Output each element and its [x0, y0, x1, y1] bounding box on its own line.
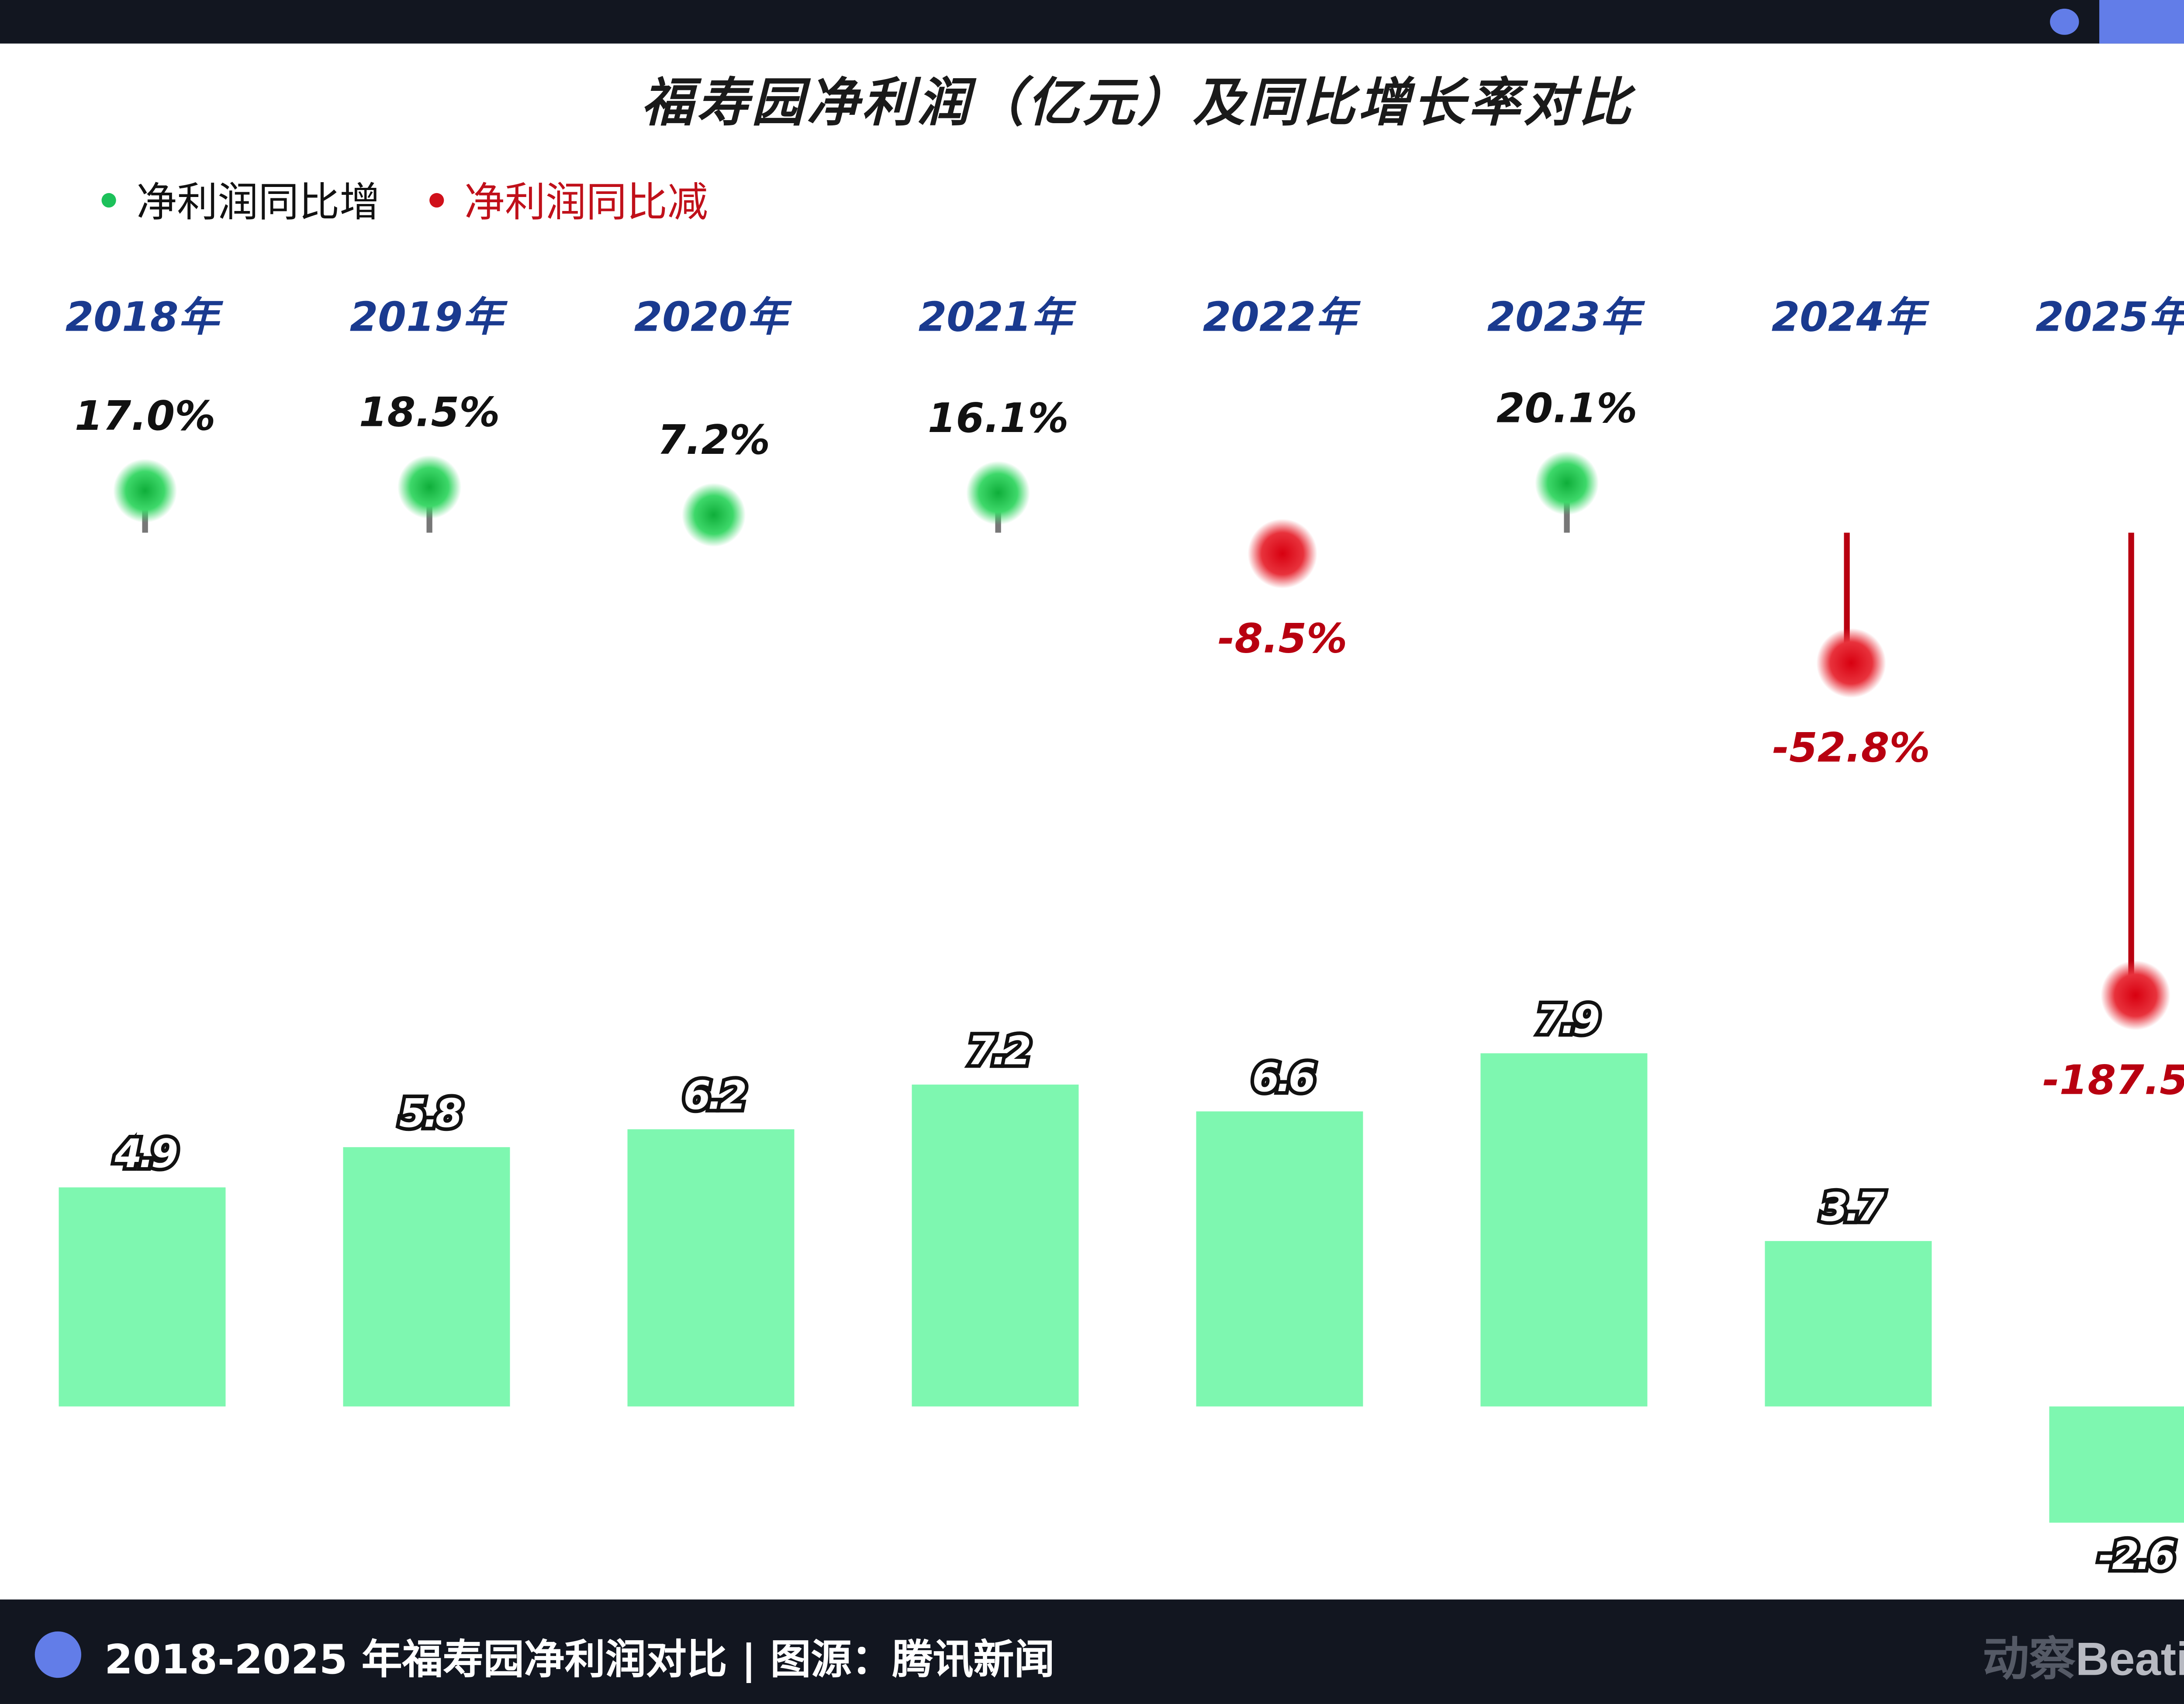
lollipop-dot [397, 455, 462, 519]
year-label: 2024年 [1772, 294, 1930, 341]
footer-bar: 2018-2025 年福寿园净利润对比 | 图源：腾讯新闻 动察Beating [0, 1599, 2184, 1704]
percent-label: 18.5% [359, 388, 500, 436]
brand-logo: 动察Beating [1983, 1623, 2184, 1690]
year-label: 2021年 [919, 294, 1077, 341]
year-label: 2018年 [66, 294, 224, 341]
dot-icon [2050, 8, 2079, 35]
legend-label: 净利润同比增 [136, 178, 380, 227]
bar [1765, 1241, 1932, 1407]
bar [1480, 1053, 1648, 1407]
year-label: 2023年 [1487, 294, 1645, 341]
bar [627, 1129, 795, 1407]
legend-label: 净利润同比减 [464, 178, 708, 227]
bar-value-label: 7.2 [968, 1028, 1030, 1074]
bar [59, 1187, 226, 1407]
bar-value-label: 6.2 [684, 1073, 745, 1119]
percent-label: 20.1% [1496, 384, 1638, 432]
bar [912, 1084, 1079, 1407]
bar [343, 1147, 510, 1407]
year-label: 2020年 [634, 294, 792, 341]
bar [1196, 1111, 1363, 1407]
red-dot-icon [429, 193, 444, 208]
legend-item-increase: 净利润同比增 [101, 171, 380, 229]
lollipop-dot [1816, 628, 1886, 698]
percent-label: 7.2% [657, 416, 770, 463]
bar-value-label: 7.9 [1537, 997, 1599, 1043]
top-bar [0, 0, 2184, 44]
logo-cn: 动察 [1983, 1633, 2076, 1685]
chart-title: 福寿园净利润（亿元）及同比增长率对比 [641, 74, 1634, 134]
logo-en: Beating [2075, 1633, 2184, 1685]
percent-label: -8.5% [1218, 615, 1347, 662]
legend-item-decrease: 净利润同比减 [429, 171, 708, 229]
percent-label: -187.5% [2042, 1057, 2184, 1104]
footer-caption: 2018-2025 年福寿园净利润对比 | 图源：腾讯新闻 [104, 1635, 1055, 1684]
green-dot-icon [101, 193, 116, 208]
percent-label: -52.8% [1773, 724, 1930, 771]
bar-value-label: 4.9 [114, 1131, 177, 1177]
accent-block [2099, 0, 2184, 44]
lollipop-dot [1535, 451, 1599, 515]
dot-icon [35, 1631, 81, 1678]
percent-label: 17.0% [75, 392, 216, 439]
bar-value-label: 5.8 [399, 1091, 462, 1137]
percent-label: 16.1% [928, 394, 1069, 442]
lollipop-dot [2101, 960, 2170, 1030]
bar-value-label: 3.7 [1821, 1185, 1885, 1230]
lollipop-dot [966, 461, 1030, 525]
lollipop-dot [682, 483, 746, 547]
bar [2049, 1406, 2184, 1523]
year-label: 2025年上 [2035, 294, 2184, 341]
year-label: 2019年 [350, 294, 508, 341]
legend: 净利润同比增 净利润同比减 [101, 171, 757, 229]
bar-value-label: -2.6 [2098, 1533, 2174, 1579]
year-label: 2022年 [1203, 294, 1361, 341]
bar-value-label: 6.6 [1252, 1055, 1315, 1101]
lollipop-dot [1248, 518, 1317, 589]
lollipop-dot [113, 459, 177, 523]
